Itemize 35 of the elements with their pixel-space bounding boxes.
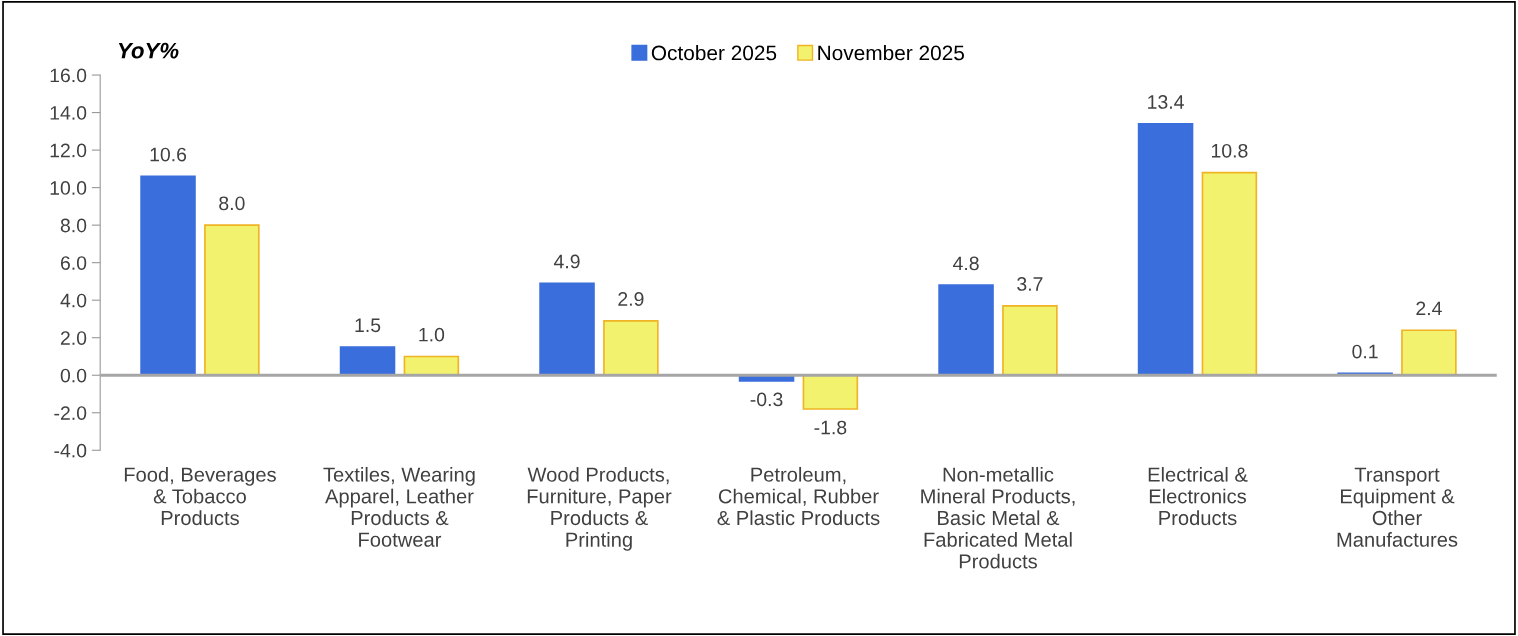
y-tick-label: 16.0 xyxy=(50,68,87,83)
data-label: 0.1 xyxy=(1352,344,1378,359)
legend-label: October 2025 xyxy=(651,45,777,61)
data-label: 2.9 xyxy=(618,292,644,306)
y-tick-label: 4.0 xyxy=(60,293,87,308)
y-tick-label: 0.0 xyxy=(60,368,87,383)
y-tick-label: 8.0 xyxy=(60,218,87,233)
x-tick-label: Wood Products, Furniture, Paper Products & Printing xyxy=(527,466,672,551)
data-label: -1.8 xyxy=(814,420,847,435)
data-label: 4.8 xyxy=(952,256,979,271)
x-tick-label: Food, Beverages & Tobacco Products xyxy=(124,466,276,526)
data-label: 4.9 xyxy=(553,254,580,269)
data-label: 8.0 xyxy=(219,196,245,211)
y-tick-label: -2.0 xyxy=(54,406,87,420)
y-tick-label: 2.0 xyxy=(60,331,87,345)
data-label: 1.5 xyxy=(355,318,381,333)
data-label: 13.4 xyxy=(1148,95,1184,109)
data-label: 3.7 xyxy=(1017,277,1043,291)
data-label: 1.0 xyxy=(419,327,445,342)
x-tick-label: Petroleum, Chemical, Rubber & Plastic Products xyxy=(717,466,880,526)
y-tick-label: 14.0 xyxy=(50,106,87,120)
y-tick-label: 12.0 xyxy=(50,143,87,158)
x-tick-label: Electrical & Electronics Products xyxy=(1148,466,1248,526)
x-tick-label: Non-metallic Mineral Products, Basic Metal & Fabricated Metal Products xyxy=(921,466,1075,569)
legend-label: November 2025 xyxy=(818,45,964,61)
y-tick-label: 6.0 xyxy=(60,256,87,270)
y-tick-label: -4.0 xyxy=(54,443,87,458)
data-label: 10.8 xyxy=(1211,143,1248,158)
y-axis-title: YoY% xyxy=(118,42,179,59)
y-tick-label: 10.0 xyxy=(50,181,87,195)
x-tick-label: Transport Equipment & Other Manufactures xyxy=(1337,467,1458,547)
data-label: -0.3 xyxy=(750,392,783,407)
x-tick-label: Textiles, Wearing Apparel, Leather Products & Footwear xyxy=(323,466,475,547)
data-label: 2.4 xyxy=(1416,301,1442,316)
data-label: 10.6 xyxy=(150,147,187,162)
